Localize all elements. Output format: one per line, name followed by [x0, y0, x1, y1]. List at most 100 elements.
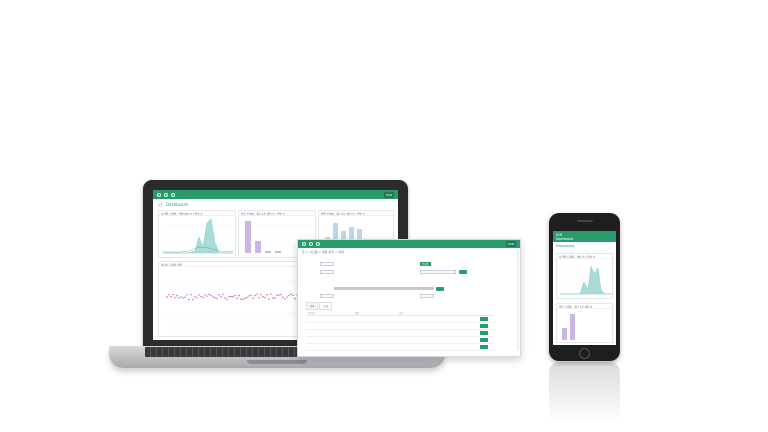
scatter-point	[270, 293, 272, 295]
scatter-point	[250, 294, 252, 296]
menu-icon[interactable]	[302, 242, 306, 246]
scatter-point	[194, 295, 196, 298]
scatter-point	[264, 296, 266, 299]
scatter-point	[242, 298, 244, 301]
scatter-point	[184, 296, 186, 299]
scatter-point	[192, 299, 194, 301]
table-row[interactable]	[306, 323, 494, 330]
laptop-keyboard	[145, 347, 407, 357]
scatter-point	[256, 293, 258, 295]
panel-title: 월별 트래픽 · 최근 1년 세션 수 / 접속 수	[319, 211, 393, 216]
scatter-point	[288, 294, 290, 297]
scatter-point	[216, 297, 218, 300]
hourly-traffic-panel: 시간별 트래픽 · 전체 세션 수 / 접속 수	[158, 210, 236, 258]
scatter-point	[238, 294, 240, 297]
table-row[interactable]	[306, 316, 494, 323]
scatter-point	[240, 298, 242, 300]
phone-home-button[interactable]	[579, 348, 590, 359]
menu-icon[interactable]	[157, 192, 161, 197]
settings-icon[interactable]	[316, 242, 320, 246]
tab-detail[interactable]: 상세	[319, 302, 332, 310]
home-icon[interactable]	[309, 242, 313, 246]
status-badge: 운영중	[420, 262, 431, 266]
phone-hourly-panel: 시간별 트래픽 · 세션 수 / 접속 수	[556, 253, 613, 299]
app-name: Dashboard	[556, 236, 574, 241]
progress-action-button[interactable]	[436, 287, 444, 291]
column-header: 항목명	[308, 311, 315, 315]
scatter-point	[232, 296, 234, 298]
scatter-point	[284, 298, 286, 300]
scatter-point	[252, 297, 254, 299]
scatter-point	[254, 294, 256, 297]
status-row: 운영중	[420, 262, 431, 266]
scatter-point	[286, 296, 288, 298]
scatter-point	[214, 296, 216, 299]
scatter-point	[198, 294, 200, 296]
home-icon[interactable]	[164, 192, 168, 197]
scatter-point	[220, 296, 222, 298]
scatter-point	[212, 296, 214, 298]
bar	[265, 251, 271, 253]
tab-bar: 목록 상세	[306, 302, 332, 310]
scatter-point	[202, 296, 204, 298]
apply-button[interactable]	[459, 270, 467, 274]
edit-button[interactable]	[480, 338, 488, 342]
hourly-traffic-chart	[163, 218, 234, 254]
edit-button[interactable]	[480, 317, 488, 321]
scatter-point	[280, 293, 282, 296]
laptop-notch	[247, 360, 307, 364]
form-row	[320, 262, 334, 266]
settings-icon[interactable]	[171, 192, 175, 197]
app-brand[interactable]: KCB	[556, 232, 563, 237]
panel-title: 일간 트래픽 · 최근 1주 세션 수 / 접속 수	[239, 211, 315, 216]
form-input[interactable]	[320, 262, 334, 266]
scatter-point	[190, 294, 192, 296]
tab-list[interactable]: 목록	[306, 302, 319, 310]
edit-button[interactable]	[480, 345, 488, 349]
scatter-point	[262, 296, 264, 298]
progress-bar	[334, 287, 434, 290]
scatter-point	[276, 294, 278, 297]
panel-title: 시간별 트래픽 · 전체 세션 수 / 접속 수	[159, 211, 235, 216]
scrollbar[interactable]	[517, 250, 519, 350]
table-row[interactable]	[306, 337, 494, 344]
laptop-app-bar: KCB	[153, 190, 398, 199]
dashboard-title-text: Dashboard	[165, 202, 188, 207]
scatter-point	[230, 295, 232, 298]
phone-daily-panel: 일간 트래픽 · 최근 1주 세션 수	[556, 303, 613, 343]
form-input[interactable]	[420, 294, 434, 298]
config-table: 항목명 설명 관리	[306, 310, 494, 356]
scatter-point	[292, 294, 294, 297]
bar	[570, 314, 575, 340]
app-brand[interactable]: KCB	[506, 241, 516, 247]
phone-daily-chart	[562, 314, 575, 340]
scatter-point	[196, 297, 198, 299]
bar	[275, 251, 281, 253]
scatter-point	[294, 298, 296, 300]
line-series	[163, 246, 234, 253]
phone-hourly-chart	[560, 265, 612, 295]
browser-window: KCB 홈 > 시스템 > 설정 관리 > 상세 운영중 목록 상세	[297, 239, 521, 357]
table-row[interactable]	[306, 344, 494, 351]
scatter-point	[178, 297, 180, 299]
scatter-point	[260, 293, 262, 296]
scatter-point	[278, 294, 280, 296]
form-input[interactable]	[420, 270, 456, 274]
scatter-point	[222, 293, 224, 295]
form-input[interactable]	[320, 294, 334, 298]
scatter-point	[176, 295, 178, 297]
scatter-point	[274, 297, 276, 299]
scatter-point	[208, 293, 210, 296]
scatter-point	[282, 296, 284, 298]
edit-button[interactable]	[480, 324, 488, 328]
scatter-point	[166, 296, 168, 298]
table-row[interactable]	[306, 330, 494, 337]
scatter-point	[168, 293, 170, 296]
scatter-point	[268, 298, 270, 301]
edit-button[interactable]	[480, 331, 488, 335]
scatter-point	[210, 294, 212, 297]
app-brand[interactable]: KCB	[384, 191, 394, 198]
scatter-point	[170, 295, 172, 298]
dashboard-title: 📈 Dashboard	[153, 199, 398, 210]
form-input[interactable]	[320, 270, 334, 274]
